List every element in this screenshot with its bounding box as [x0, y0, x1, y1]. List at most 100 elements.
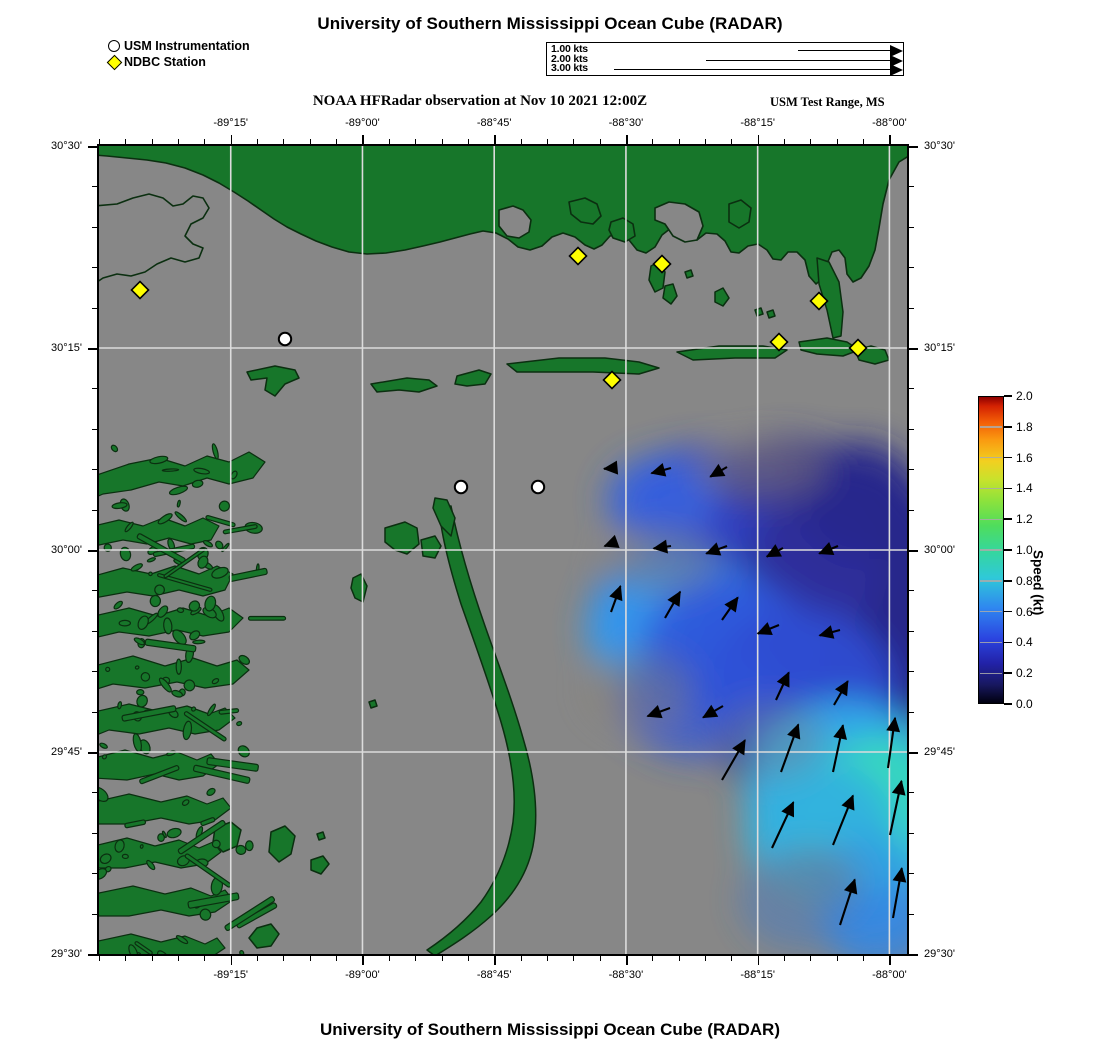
- island-small-south: [310, 855, 330, 875]
- speed-blob: [605, 455, 715, 545]
- marsh-islet: [140, 672, 151, 682]
- observation-subtitle: NOAA HFRadar observation at Nov 10 2021 …: [312, 93, 648, 109]
- marsh-islet: [211, 839, 221, 849]
- marsh-islet: [218, 500, 231, 512]
- marsh-islet: [99, 742, 108, 749]
- marsh-islet: [175, 658, 182, 675]
- island-chandeleur-m2: [420, 535, 442, 559]
- land-sliver-2: [728, 199, 752, 229]
- legend-label-usm-instrumentation: USM Instrumentation: [124, 39, 250, 53]
- arrowhead-icon: [724, 596, 739, 613]
- map-panel[interactable]: [97, 144, 909, 956]
- arrowhead-icon: [833, 724, 847, 740]
- colorbar-tick: [1004, 395, 1012, 397]
- bay-pascagoula: [498, 205, 532, 239]
- arrowhead-icon: [765, 544, 782, 558]
- marsh-islet: [158, 677, 172, 693]
- island-ship-island-w: [370, 377, 438, 393]
- marsh-finger: [218, 708, 240, 715]
- marsh-islet: [235, 844, 247, 855]
- speed-blob: [760, 845, 860, 915]
- current-vector-arrow: [756, 622, 780, 636]
- speed-blob: [585, 650, 695, 730]
- marsh-finger: [206, 757, 259, 772]
- arrowhead-icon: [841, 794, 855, 811]
- colorbar-tick-label-4: 0.8: [1016, 573, 1033, 588]
- marsh-islet: [191, 706, 197, 712]
- current-vector-arrow: [650, 462, 672, 477]
- current-vector-arrow: [839, 878, 858, 926]
- current-vector-arrow: [780, 723, 801, 773]
- marsh-islet: [128, 944, 139, 954]
- marsh-finger: [183, 711, 227, 742]
- colorbar-tick-label-6: 1.2: [1016, 512, 1033, 527]
- colorbar-segment-divider: [979, 610, 1003, 613]
- page-title: University of Southern Mississippi Ocean…: [317, 14, 783, 33]
- vector-scale-key: 1.00 kts 2.00 kts 3.00 kts: [546, 42, 904, 76]
- arrowhead-icon: [886, 716, 901, 733]
- island-cat-island: [246, 365, 300, 397]
- axis-label-lon-1: -89°00': [345, 117, 380, 129]
- arrowhead-icon: [602, 460, 619, 475]
- marsh-islet: [230, 470, 238, 480]
- islands-layer: [212, 257, 890, 954]
- axis-label-lat-1: 30°15': [51, 342, 82, 354]
- colorbar-segment-divider: [979, 456, 1003, 459]
- marsh-finger: [222, 524, 258, 535]
- station-markers: [130, 246, 868, 495]
- marsh-islet: [136, 689, 145, 696]
- bay-west: [99, 193, 210, 282]
- current-vector-arrow: [831, 724, 847, 773]
- current-vector-arrow: [646, 704, 671, 719]
- marsh-lobe-0: [99, 451, 266, 497]
- arrowhead-icon: [702, 704, 719, 719]
- ndbc-station-marker: [602, 370, 622, 390]
- marsh-islet: [192, 639, 206, 645]
- arrowhead-icon: [732, 739, 746, 756]
- arrowhead-icon: [756, 622, 773, 636]
- axis-label-lat-3: 29°45': [51, 746, 82, 758]
- land-sliver-0: [568, 197, 602, 225]
- marsh-lobe-4: [99, 655, 250, 690]
- marsh-lobe-2: [99, 565, 234, 598]
- marsh-islet: [139, 844, 144, 849]
- map-canvas[interactable]: [99, 146, 907, 954]
- axis-label-lon-5: -88°00': [872, 117, 907, 129]
- marsh-islet: [236, 721, 243, 727]
- colorbar-tick: [1004, 580, 1012, 582]
- legend-item-usm-instrumentation: USM Instrumentation: [108, 38, 250, 54]
- axis-label-lon-3: -88°30': [608, 117, 644, 129]
- current-vectors: [602, 460, 907, 926]
- marsh-islet: [244, 840, 254, 852]
- marsh-islet: [156, 950, 171, 954]
- axis-label-lat-right-1: 30°15': [924, 342, 955, 354]
- marsh-islet: [176, 607, 185, 614]
- marsh-islet: [154, 584, 165, 596]
- circle-marker-icon: [108, 40, 120, 52]
- marsh-islet: [133, 637, 146, 646]
- marsh-finger: [187, 892, 240, 909]
- marsh-islet: [168, 485, 189, 496]
- current-vector-arrow: [721, 739, 746, 781]
- current-vector-arrow: [721, 596, 739, 621]
- current-vector-arrow: [765, 544, 784, 558]
- axis-label-lat-right-0: 30°30': [924, 140, 955, 152]
- marsh-finger: [134, 941, 153, 954]
- axis-label-lon-bottom-3: -88°30': [608, 969, 644, 981]
- colorbar[interactable]: Speed (kt) 0.0 0.2 0.4 0.6 0.8 1.0 1.2 1.4 1.6 1.…: [978, 389, 1046, 711]
- marsh-islet: [117, 701, 123, 710]
- island-breton-isle: [268, 825, 296, 863]
- current-vector-arrow: [818, 625, 841, 639]
- marsh-islet: [183, 679, 196, 692]
- marsh-islet: [211, 677, 220, 685]
- marsh-islet: [134, 665, 140, 670]
- marsh-finger: [224, 896, 276, 932]
- marsh-islet: [189, 630, 201, 641]
- axis-label-lon-bottom-1: -89°00': [345, 969, 380, 981]
- marsh-islet: [239, 950, 245, 954]
- marsh-islet: [202, 539, 214, 548]
- arrowhead-icon: [667, 590, 681, 607]
- island-small-isle-c: [714, 287, 730, 307]
- island-chandeleur-arc: [426, 505, 537, 954]
- axis-label-lat-right-2: 30°00': [924, 544, 955, 556]
